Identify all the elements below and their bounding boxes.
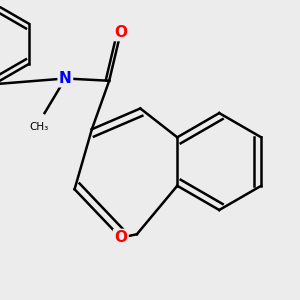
Text: CH₃: CH₃ bbox=[29, 122, 48, 132]
Text: O: O bbox=[114, 25, 127, 40]
Text: O: O bbox=[114, 230, 127, 245]
Text: N: N bbox=[59, 71, 72, 86]
